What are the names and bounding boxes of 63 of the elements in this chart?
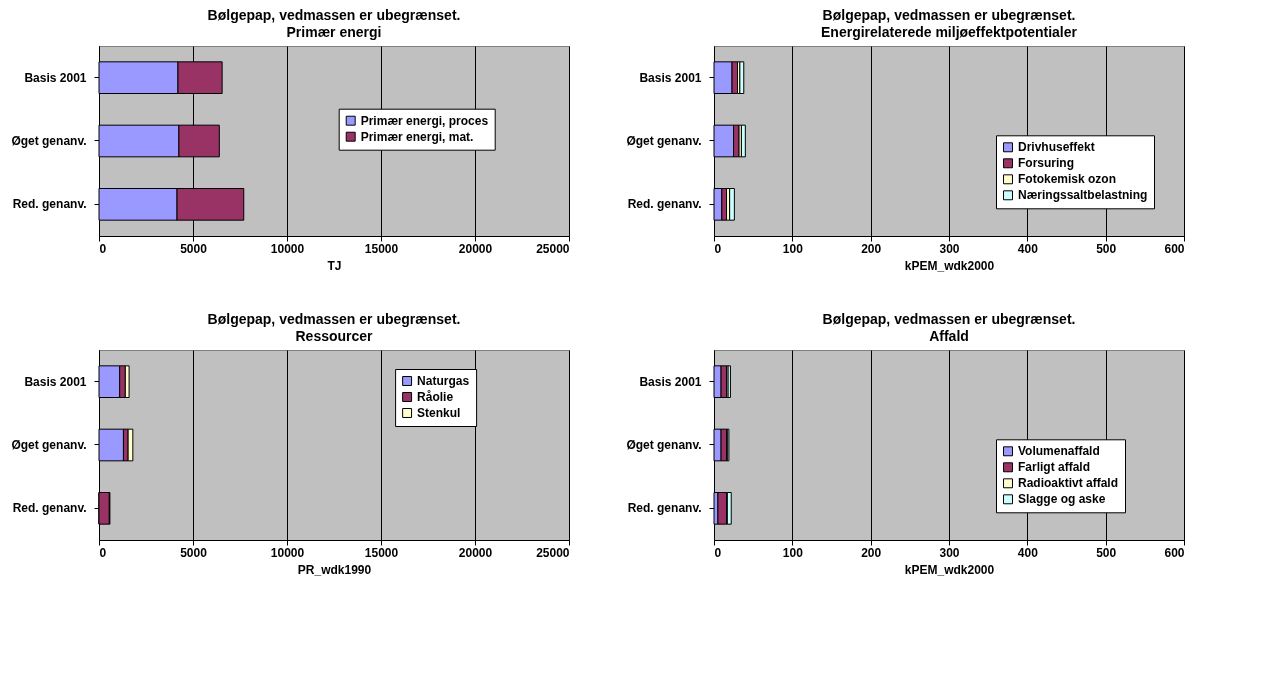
y-tick-label: Basis 2001 (639, 70, 702, 85)
x-tick-label: 0 (99, 545, 107, 560)
y-tick-label: Red. genanv. (12, 501, 87, 516)
x-tick-label: 400 (1017, 241, 1039, 256)
y-tick-label: Øget genanv. (11, 438, 87, 452)
x-tick-label: 25000 (536, 241, 570, 256)
y-tick-label: Red. genanv. (12, 197, 87, 212)
x-axis-title: kPEM_wdk2000 (904, 258, 995, 273)
legend-label: Naturgas (417, 374, 470, 388)
x-tick-label: 300 (939, 241, 960, 256)
x-tick-label: 5000 (180, 241, 208, 256)
x-axis-title: PR_wdk1990 (297, 562, 372, 577)
x-tick-label: 10000 (270, 241, 305, 256)
x-tick-label: 200 (861, 241, 882, 256)
legend-label: Volumenaffald (1018, 444, 1100, 459)
x-axis-title: TJ (327, 258, 342, 273)
chart-subtitle: Ressourcer (295, 328, 374, 344)
chart-subtitle: Primær energi (286, 24, 382, 40)
legend-label: Primær energi, mat. (360, 129, 474, 144)
legend-label: Næringssaltbelastning (1018, 188, 1148, 203)
x-axis-title: kPEM_wdk2000 (904, 562, 995, 577)
y-tick-label: Red. genanv. (627, 501, 702, 516)
x-tick-label: 500 (1096, 241, 1117, 256)
y-tick-label: Basis 2001 (24, 374, 87, 389)
x-tick-label: 500 (1096, 545, 1117, 560)
chart-title: Bølgepap, vedmassen er ubegrænset. (822, 7, 1076, 23)
x-tick-label: 600 (1164, 545, 1185, 560)
y-tick-label: Red. genanv. (627, 197, 702, 212)
x-tick-label: 25000 (536, 545, 570, 560)
legend-label: Forsuring (1018, 156, 1074, 171)
x-tick-label: 0 (99, 241, 107, 256)
chart-subtitle: Affald (929, 328, 969, 344)
x-tick-label: 15000 (364, 241, 399, 256)
y-tick-label: Øget genanv. (11, 134, 87, 148)
x-tick-label: 10000 (270, 545, 305, 560)
x-tick-label: 400 (1017, 545, 1039, 560)
x-tick-label: 20000 (458, 545, 493, 560)
legend-label: Primær energi, proces (360, 113, 489, 128)
x-tick-label: 5000 (180, 545, 208, 560)
legend-label: Drivhuseffekt (1018, 140, 1095, 155)
x-tick-label: 100 (782, 241, 804, 256)
legend-label: Fotokemisk ozon (1018, 172, 1117, 187)
x-tick-label: 300 (939, 545, 960, 560)
chart-title: Bølgepap, vedmassen er ubegrænset. (207, 311, 461, 327)
legend-label: Radioaktivt affald (1018, 476, 1119, 491)
x-tick-label: 100 (782, 545, 804, 560)
x-tick-label: 15000 (364, 545, 399, 560)
legend-label: Stenkul (417, 406, 461, 420)
legend-label: Farligt affald (1018, 460, 1091, 475)
chart-subtitle: Energirelaterede miljøeffektpotentialer (821, 24, 1078, 40)
x-tick-label: 20000 (458, 241, 493, 256)
legend-label: Slagge og aske (1018, 492, 1106, 507)
x-tick-label: 600 (1164, 241, 1185, 256)
y-tick-label: Basis 2001 (639, 374, 702, 389)
chart-title: Bølgepap, vedmassen er ubegrænset. (207, 7, 461, 23)
chart-title: Bølgepap, vedmassen er ubegrænset. (822, 311, 1076, 327)
y-tick-label: Øget genanv. (626, 134, 702, 148)
x-tick-label: 0 (714, 241, 722, 256)
x-tick-label: 0 (714, 545, 722, 560)
y-tick-label: Basis 2001 (24, 70, 87, 85)
y-tick-label: Øget genanv. (626, 438, 702, 452)
legend-label: Råolie (417, 390, 454, 404)
x-tick-label: 200 (861, 545, 882, 560)
